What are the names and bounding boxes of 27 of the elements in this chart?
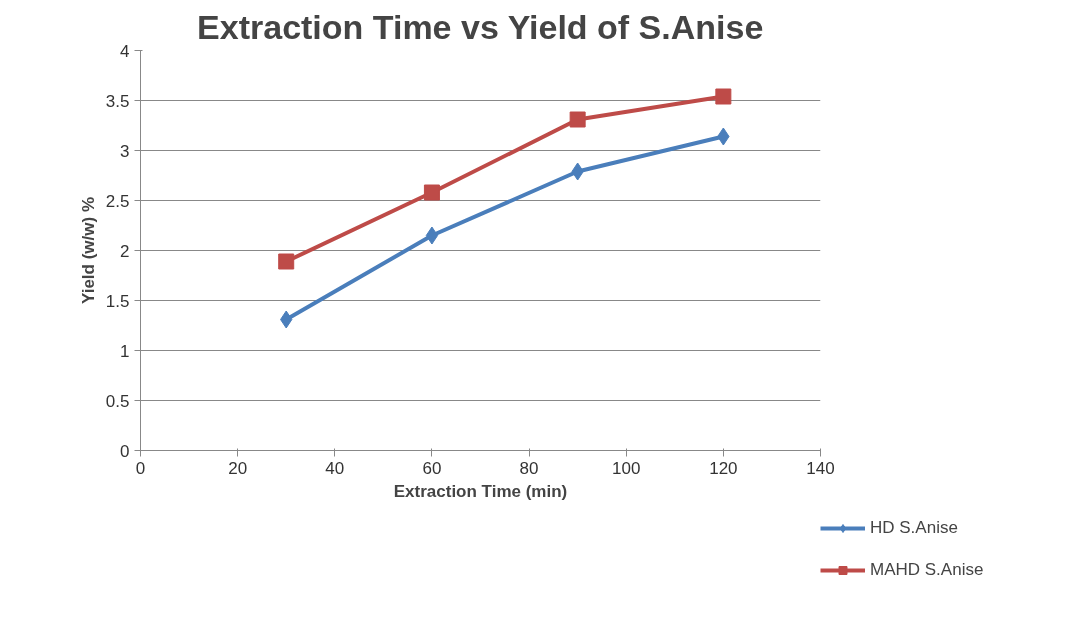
x-axis-title: Extraction Time (min) <box>393 481 568 501</box>
y-axis-title: Yield (w/w) % <box>78 196 98 305</box>
chart-title: Extraction Time vs Yield of S.Anise <box>197 7 764 46</box>
point <box>715 88 732 105</box>
y-tick-label: 4 <box>120 41 130 61</box>
y-tick-label: 1 <box>120 341 130 361</box>
x-tick-label: 100 <box>612 458 641 478</box>
legend-label: MAHD S.Anise <box>870 560 984 580</box>
y-tick-label: 3.5 <box>105 91 130 111</box>
x-tick-label: 120 <box>709 458 738 478</box>
y-tick-label: 1.5 <box>105 291 130 311</box>
y-tick-label: 2.5 <box>105 191 130 211</box>
y-tick-label: 3 <box>120 141 130 161</box>
y-tick-label: 2 <box>120 241 130 261</box>
point <box>423 184 440 201</box>
legend-label: HD S.Anise <box>870 518 958 538</box>
point <box>278 253 295 270</box>
x-tick-label: 40 <box>325 458 345 478</box>
point <box>569 111 586 128</box>
x-tick-label: 0 <box>135 458 146 478</box>
y-tick-label: 0 <box>120 441 130 461</box>
x-tick-label: 20 <box>228 458 248 478</box>
x-tick-label: 60 <box>422 458 442 478</box>
x-tick-label: 140 <box>806 458 835 478</box>
x-tick-label: 80 <box>519 458 539 478</box>
y-tick-label: 0.5 <box>105 391 130 411</box>
point <box>425 226 439 245</box>
